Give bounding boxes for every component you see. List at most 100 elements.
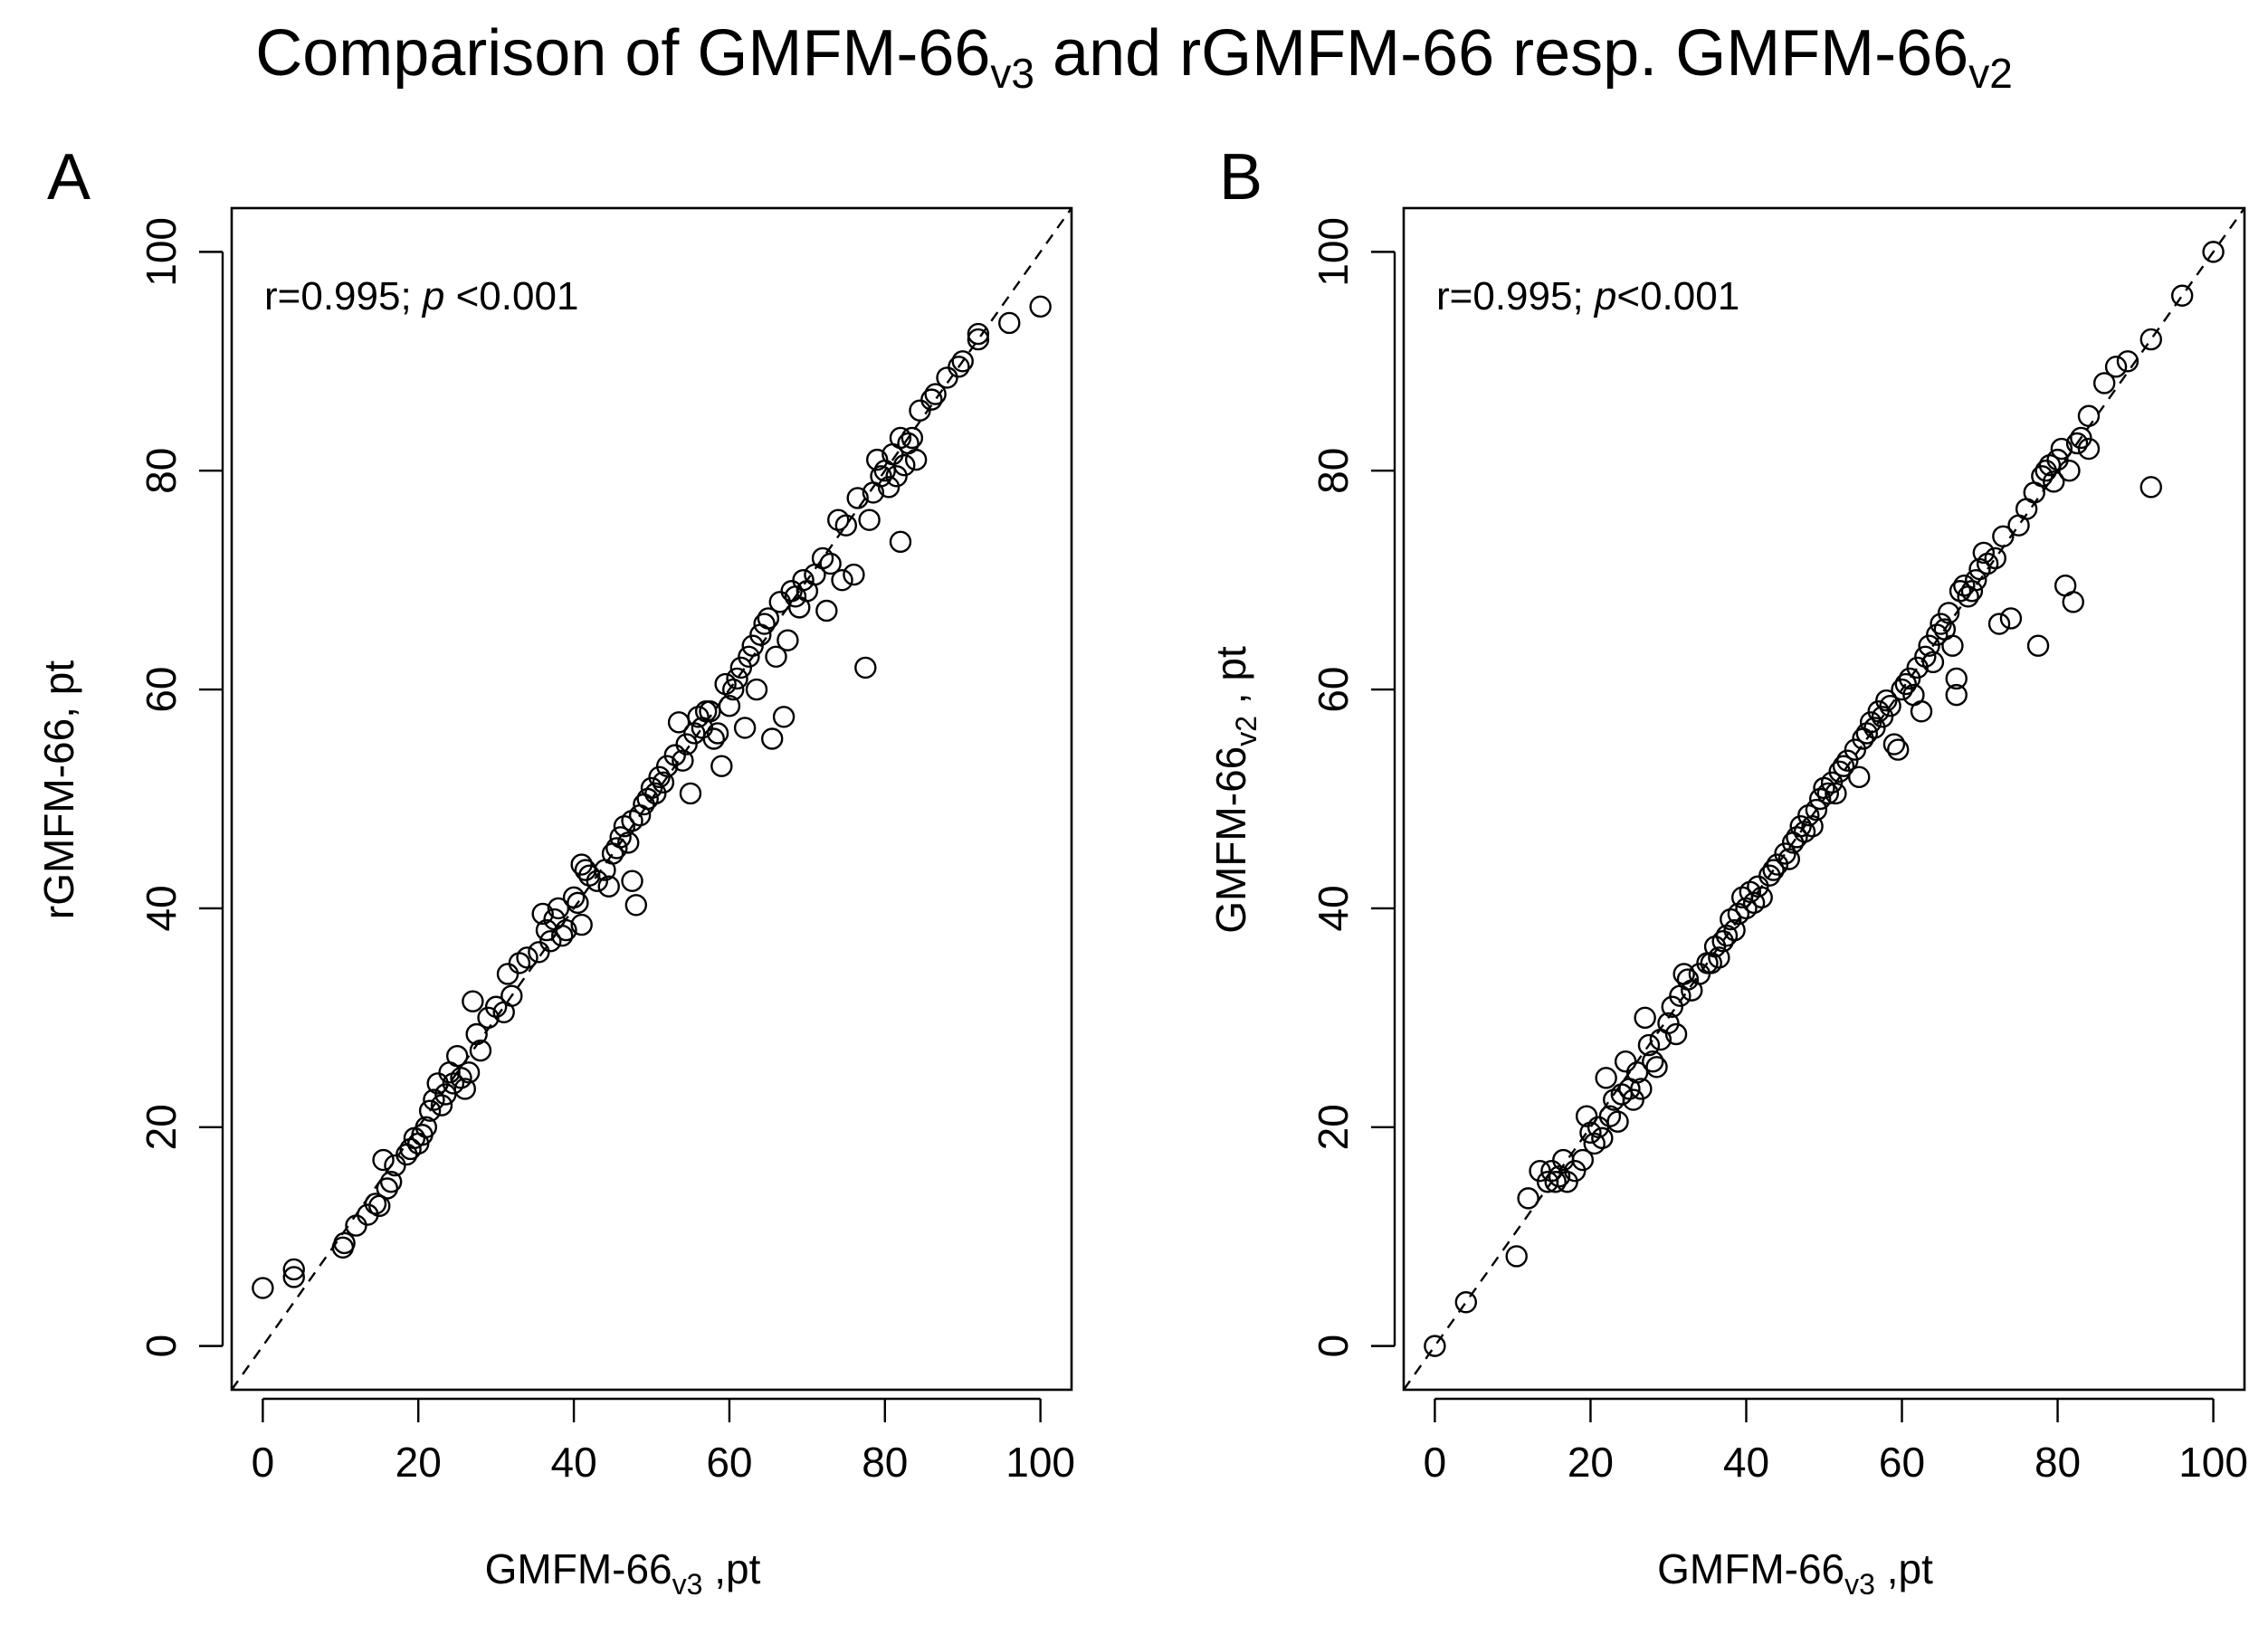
- data-point: [1836, 749, 1859, 772]
- data-point: [1789, 815, 1812, 838]
- x-axis: 0 20 40 60 80 100: [1424, 1397, 2248, 1486]
- title-main: Comparison of GMFM-66: [255, 17, 991, 90]
- data-point: [453, 1078, 476, 1100]
- data-point: [757, 607, 780, 630]
- data-point: [252, 1277, 274, 1299]
- data-point: [675, 733, 698, 755]
- data-point: [858, 508, 881, 531]
- data-point: [1564, 1159, 1587, 1183]
- data-point: [500, 984, 523, 1007]
- data-point: [2092, 372, 2116, 394]
- data-point: [282, 1258, 305, 1281]
- data-point: [445, 1044, 469, 1068]
- data-point: [531, 902, 554, 926]
- data-point: [1898, 667, 1921, 690]
- data-point: [893, 453, 916, 477]
- data-point: [457, 1061, 481, 1084]
- data-point: [1992, 525, 2015, 547]
- title-subscript-v2: v2: [1968, 50, 2013, 97]
- data-point: [624, 894, 648, 917]
- data-point: [718, 695, 741, 717]
- x-tick-label: 40: [1723, 1439, 1769, 1486]
- data-point: [865, 448, 889, 471]
- data-point: [967, 322, 990, 346]
- data-point: [462, 990, 484, 1012]
- title-middle: and rGMFM-66 resp. GMFM-66: [1034, 17, 1969, 90]
- data-point: [843, 563, 865, 586]
- data-point: [1591, 1126, 1614, 1150]
- panel-b: 0 20 40 60 80 100 0 20 40 60 80 100 Br=0.995; p<0.00…: [1207, 141, 2248, 1601]
- data-point: [936, 366, 958, 389]
- figure-title: Comparison of GMFM-66v3 and rGMFM-66 res…: [0, 16, 2268, 94]
- data-point: [640, 776, 663, 800]
- y-tick-label: 100: [138, 217, 185, 287]
- data-point: [617, 832, 640, 854]
- x-tick-label: 0: [1424, 1439, 1447, 1486]
- data-point: [567, 891, 589, 915]
- annotation-p-value: <0.001: [444, 274, 578, 318]
- y-tick-label: 80: [1310, 448, 1357, 494]
- data-point: [722, 678, 745, 701]
- data-point: [1945, 667, 1968, 690]
- data-point: [1688, 963, 1711, 985]
- data-point: [1825, 782, 1847, 805]
- data-point: [710, 755, 733, 777]
- data-point: [1556, 1171, 1578, 1193]
- data-point: [528, 941, 550, 964]
- y-tick-label: 0: [138, 1335, 185, 1358]
- data-point: [706, 722, 729, 745]
- y-axis-title-main: rGMFM-66, pt: [35, 660, 82, 919]
- data-point: [2031, 465, 2054, 488]
- data-point: [815, 599, 838, 622]
- panel-label: B: [1219, 141, 1263, 214]
- data-point: [1984, 546, 2006, 570]
- data-point: [1029, 295, 1052, 318]
- data-point: [1642, 1050, 1664, 1073]
- x-axis: 0 20 40 60 80 100: [252, 1397, 1075, 1486]
- x-tick-label: 40: [550, 1439, 596, 1486]
- data-point: [679, 782, 702, 805]
- data-point: [2116, 350, 2139, 373]
- x-axis-title-unit: ,pt: [702, 1545, 760, 1592]
- data-point: [834, 514, 858, 537]
- data-point: [738, 645, 760, 668]
- data-point: [1758, 864, 1781, 887]
- data-point: [345, 1214, 367, 1237]
- data-point: [333, 1231, 356, 1255]
- data-point: [1906, 656, 1929, 679]
- data-point: [672, 749, 694, 772]
- data-point: [877, 476, 901, 499]
- data-point: [765, 645, 787, 668]
- correlation-annotation: r=0.995; p<0.001: [1436, 274, 1739, 318]
- annotation-p-symbol: p: [1593, 274, 1616, 318]
- data-point: [1571, 1148, 1595, 1172]
- data-point: [819, 552, 842, 575]
- data-point: [2046, 448, 2069, 471]
- data-point: [550, 924, 574, 947]
- y-axis-title: rGMFM-66, pt: [35, 660, 82, 919]
- data-point: [1972, 541, 1996, 565]
- data-point: [920, 388, 943, 411]
- data-point: [772, 706, 796, 728]
- y-axis-title: GMFM-66v2 , pt: [1207, 646, 1263, 934]
- data-point: [570, 853, 593, 876]
- data-point: [415, 1116, 438, 1138]
- data-point: [831, 568, 853, 592]
- data-point: [1891, 678, 1913, 701]
- data-point: [846, 487, 869, 509]
- data-point: [1816, 782, 1840, 805]
- y-axis-title-unit: , pt: [1207, 646, 1254, 716]
- data-point: [372, 1148, 395, 1172]
- data-point: [465, 1022, 488, 1046]
- data-point: [426, 1072, 449, 1095]
- x-axis-title-main: GMFM-66: [485, 1545, 672, 1592]
- data-point: [1517, 1187, 1539, 1210]
- data-point: [1505, 1245, 1528, 1268]
- data-point: [909, 399, 931, 422]
- data-point: [2043, 470, 2065, 493]
- x-tick-label: 100: [2178, 1439, 2248, 1486]
- data-point: [648, 765, 671, 789]
- data-point: [885, 465, 908, 488]
- y-axis: 0 20 40 60 80 100: [1310, 217, 1396, 1357]
- data-point: [570, 913, 593, 936]
